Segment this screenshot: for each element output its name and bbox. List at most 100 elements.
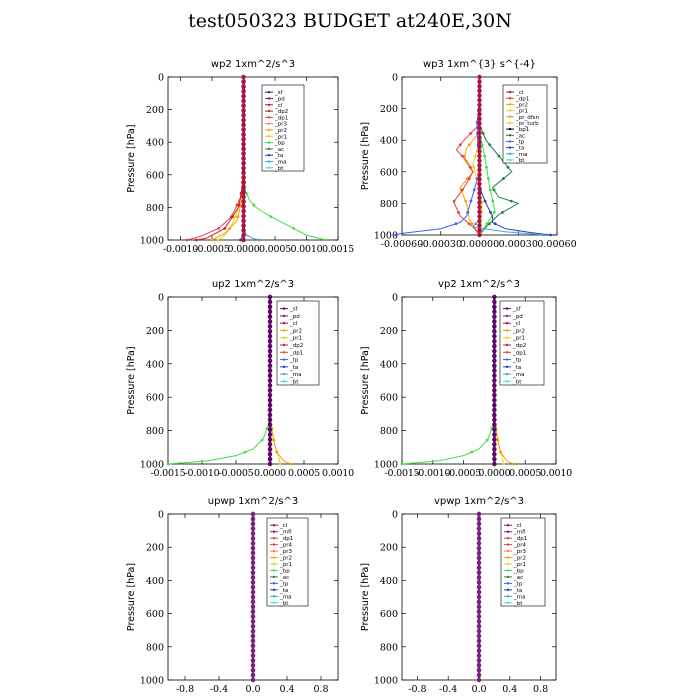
series-marker	[216, 238, 220, 242]
series-marker	[477, 102, 482, 108]
series-marker	[476, 545, 482, 551]
series-marker	[476, 516, 482, 522]
legend-marker	[272, 575, 276, 579]
legend-entry: _dp1	[274, 115, 288, 121]
y-tick-label: 200	[146, 543, 164, 554]
y-tick-label: 200	[380, 104, 398, 115]
series-marker	[477, 195, 482, 201]
legend-marker	[508, 97, 512, 100]
panel-5: vpwp 1xm^2/s^3 Pressure [hPa] 0 200 400 600 80…	[360, 496, 557, 695]
legend-marker	[272, 569, 276, 572]
legend-marker	[272, 530, 276, 533]
series-marker	[492, 334, 497, 339]
legend-entry: _bp1	[515, 127, 529, 133]
legend-entry: _bt	[515, 158, 525, 164]
legend-entry: _pr3	[274, 122, 288, 128]
series-marker	[477, 139, 482, 145]
legend-marker	[282, 336, 286, 339]
series-marker	[241, 223, 246, 228]
series-marker	[502, 462, 506, 466]
series-marker	[477, 121, 482, 126]
series-marker	[477, 135, 482, 140]
series-marker	[267, 393, 273, 398]
legend-entry: _pr2	[515, 102, 528, 108]
series-marker	[492, 412, 497, 418]
series-marker	[492, 299, 497, 305]
series-marker	[267, 417, 273, 422]
panel-0: wp2 1xm^2/s^3 Pressure [hPa] 0 200 400 600 800…	[126, 59, 354, 255]
series-marker	[250, 619, 256, 624]
series-marker	[485, 438, 489, 442]
series-marker	[267, 358, 273, 364]
legend-entry: _pd	[289, 314, 300, 320]
panel-2: up2 1xm^2/s^3 Pressure [hPa] 0 200 400 600 800…	[126, 279, 354, 479]
legend-marker	[267, 116, 271, 119]
legend-entry: _cl	[289, 321, 298, 327]
series-marker	[267, 422, 273, 427]
series-marker	[492, 383, 497, 388]
series-marker	[477, 167, 482, 173]
legend-marker	[508, 103, 512, 106]
series-marker	[477, 209, 482, 214]
series-marker	[497, 154, 501, 158]
series-marker	[275, 450, 279, 454]
series-marker	[477, 223, 482, 228]
series-marker	[470, 450, 474, 454]
y-tick-label: 600	[380, 167, 398, 178]
series-marker	[250, 545, 256, 551]
legend-marker	[282, 343, 286, 347]
legend-entry: _ta	[274, 153, 283, 159]
y-tick-label: 0	[158, 293, 164, 304]
series-marker	[267, 348, 273, 354]
series-marker	[250, 653, 256, 658]
legend-entry: _pr2	[512, 328, 525, 334]
legend-marker	[505, 343, 509, 347]
series-marker	[477, 74, 482, 80]
legend-marker	[267, 128, 271, 132]
series-marker	[250, 628, 256, 634]
series-marker	[228, 226, 232, 230]
series-marker	[467, 143, 471, 147]
series-marker	[488, 143, 492, 147]
series-marker	[476, 589, 482, 595]
series-marker	[476, 653, 482, 658]
series-marker	[492, 343, 497, 349]
series-marker	[267, 447, 273, 452]
legend-marker	[282, 365, 286, 369]
legend-marker	[282, 329, 286, 332]
figure-title: test050323 BUDGET at240E,30N	[188, 10, 512, 32]
series-marker	[476, 614, 482, 619]
series-line	[453, 77, 480, 236]
legend-marker	[508, 140, 512, 143]
series-marker	[476, 628, 482, 634]
series-marker	[267, 407, 273, 413]
y-tick-label: 1000	[374, 231, 398, 242]
series-marker	[250, 594, 256, 600]
series-marker	[477, 204, 482, 210]
series-marker	[506, 165, 510, 169]
series-marker	[250, 663, 256, 668]
series-marker	[234, 215, 237, 219]
series-marker	[241, 204, 246, 209]
legend-marker	[272, 536, 276, 540]
series-marker	[241, 103, 246, 108]
series-marker	[486, 177, 490, 180]
legend-entry: _mfl	[513, 530, 526, 536]
series-marker	[452, 199, 456, 203]
series-marker	[210, 238, 214, 242]
series-marker	[250, 565, 256, 570]
series-marker	[476, 594, 482, 600]
series-marker	[267, 402, 273, 408]
series-marker	[476, 677, 482, 683]
legend-entry: _tp	[512, 358, 522, 364]
x-tick-label: 0.0010	[540, 468, 572, 479]
series-marker	[476, 599, 482, 605]
x-tick-label: 0.0005	[288, 468, 320, 479]
legend-entry: _ma	[279, 594, 291, 600]
legend-entry: _cl	[512, 321, 521, 327]
legend-marker	[272, 524, 276, 527]
legend-marker	[282, 351, 286, 354]
x-tick-label: 0.0015	[322, 244, 354, 255]
series-marker	[511, 462, 515, 466]
series-marker	[477, 232, 482, 238]
